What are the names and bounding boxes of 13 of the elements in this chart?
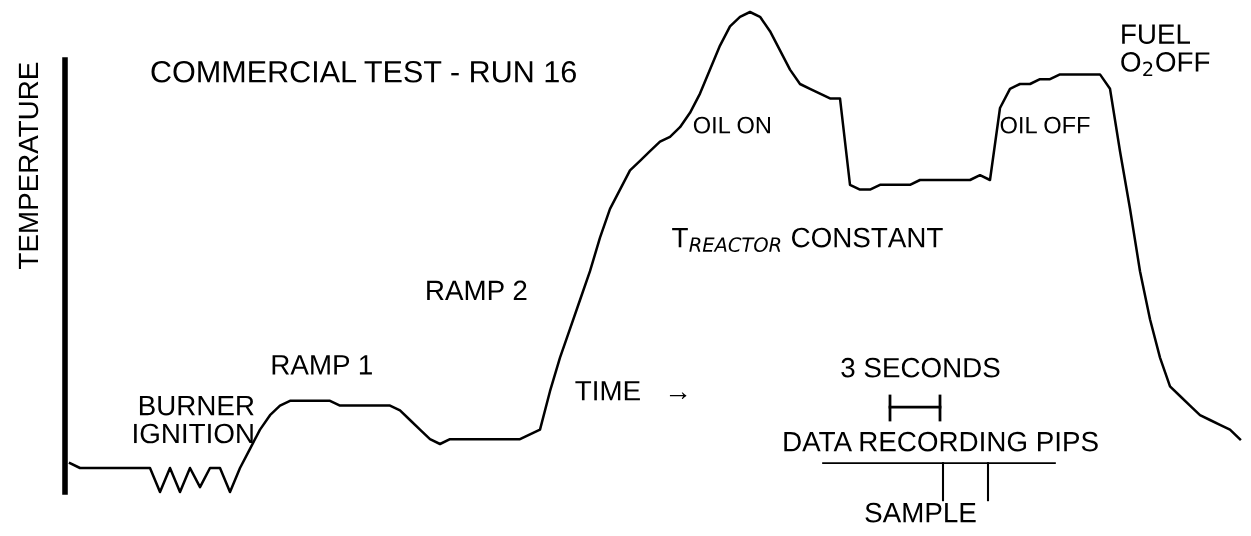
text: SAMPLE (865, 502, 976, 523)
text: COMMERCIAL TEST - RUN 16 (151, 60, 576, 83)
annotation: RAMP 2 (427, 280, 527, 300)
annotation: T$_{REACTOR}$ CONSTANT (672, 227, 943, 252)
annotation: DATA RECORDING PIPS (784, 431, 1098, 452)
annotation: 3 SECONDS (841, 357, 1000, 378)
annotation: RAMP 1 (272, 355, 372, 375)
annotation: FUEL O$_{2}$OFF (1121, 24, 1210, 77)
annotation: BURNER IGNITION (134, 396, 254, 444)
y-axis-title: TEMPERATURE (18, 62, 39, 269)
annotation: OIL ON (693, 116, 770, 134)
annotation: OIL OFF (1000, 116, 1090, 134)
annotation: TIME → (575, 381, 687, 401)
